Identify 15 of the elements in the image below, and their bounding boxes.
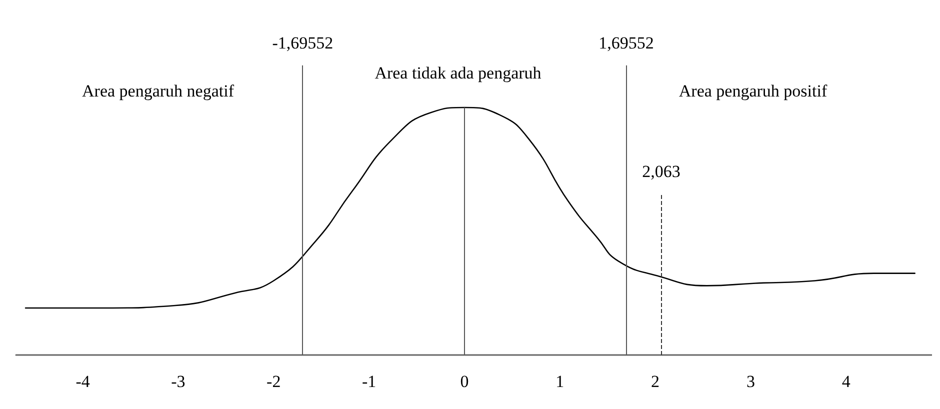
x-tick-label: 2 bbox=[651, 372, 660, 391]
ref-line-label: 2,063 bbox=[642, 162, 680, 182]
text: Area pengaruh positif bbox=[678, 82, 828, 100]
ref-line-label: 1,69552 bbox=[598, 33, 654, 52]
x-tick-label: -1 bbox=[362, 372, 376, 391]
text: Area tidak ada pengaruh bbox=[374, 64, 542, 82]
x-tick-label: 3 bbox=[746, 372, 755, 391]
ref-line-label: -1,69552 bbox=[272, 33, 334, 52]
x-tick-label: 1 bbox=[556, 372, 564, 391]
x-tick-label: -4 bbox=[76, 372, 90, 391]
x-tick-label: -3 bbox=[171, 372, 186, 391]
x-tick-label: 0 bbox=[460, 372, 469, 391]
x-tick-label: -2 bbox=[266, 372, 281, 391]
x-tick-label: 4 bbox=[842, 372, 851, 391]
text: Area pengaruh negatif bbox=[82, 82, 234, 100]
